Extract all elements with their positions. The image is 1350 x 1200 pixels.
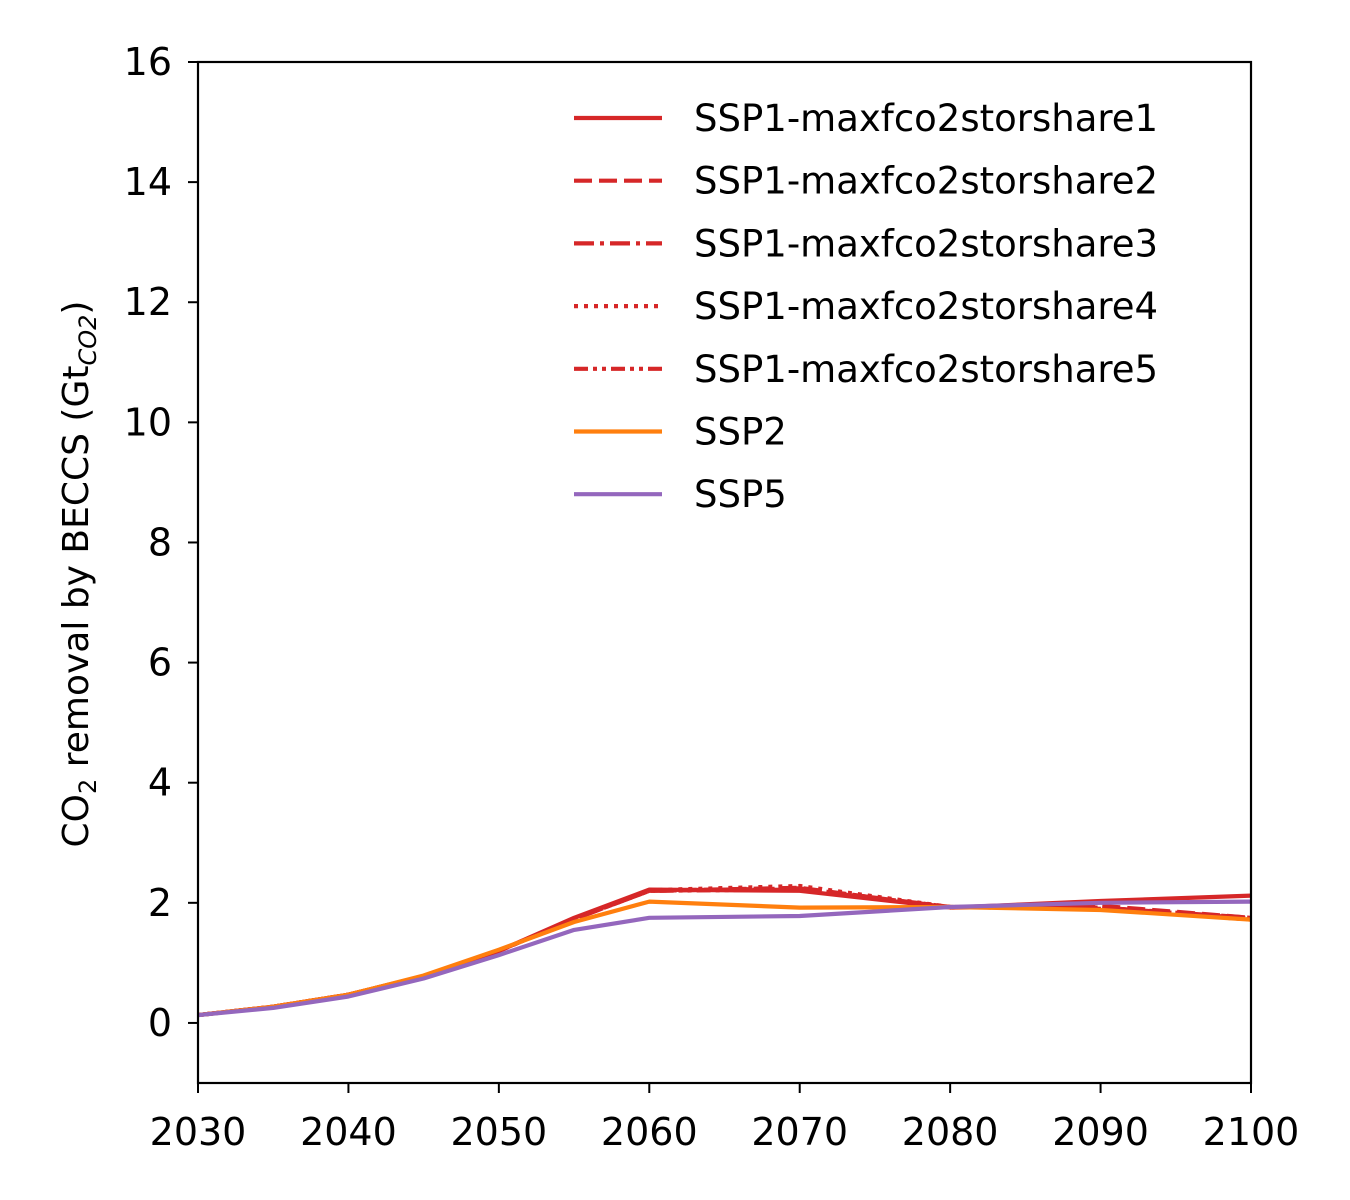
y-tick-label: 2: [148, 881, 172, 925]
x-tick-label: 2030: [150, 1110, 247, 1154]
y-tick-label: 16: [124, 40, 172, 84]
legend-label: SSP1-maxfco2storshare2: [694, 160, 1158, 203]
plot-frame: [196, 60, 1253, 1085]
y-tick-label: 8: [148, 520, 172, 564]
legend-label: SSP1-maxfco2storshare5: [694, 348, 1158, 391]
y-tick-label: 12: [124, 280, 172, 324]
x-tick-label: 2050: [450, 1110, 547, 1154]
x-tick-label: 2040: [300, 1110, 397, 1154]
legend-label: SSP1-maxfco2storshare1: [694, 97, 1158, 140]
x-tick-label: 2080: [902, 1110, 999, 1154]
x-tick-label: 2090: [1052, 1110, 1149, 1154]
y-tick-label: 10: [124, 400, 172, 444]
x-axis: 2030 2040 2050 2060 2070 2080 2090 2100: [150, 1083, 1300, 1154]
y-axis-label: CO2 removal by BECCS (GtCO2): [56, 301, 102, 848]
y-tick-label: 0: [148, 1001, 172, 1045]
legend: SSP1-maxfco2storshare1 SSP1-maxfco2storsh…: [574, 97, 1158, 516]
x-tick-label: 2070: [751, 1110, 848, 1154]
y-tick-label: 6: [148, 641, 172, 685]
legend-label: SSP1-maxfco2storshare3: [694, 222, 1158, 265]
legend-label: SSP2: [694, 411, 787, 454]
legend-label: SSP5: [694, 473, 787, 516]
x-tick-label: 2060: [601, 1110, 698, 1154]
x-tick-label: 2100: [1203, 1110, 1300, 1154]
legend-label: SSP1-maxfco2storshare4: [694, 285, 1158, 328]
y-tick-label: 14: [124, 160, 172, 204]
series-line: [197, 899, 1252, 1018]
y-axis: 0 2 4 6 8 10 12 14 16: [124, 40, 198, 1045]
series-lines: [197, 883, 1252, 1018]
y-tick-label: 4: [148, 761, 172, 805]
